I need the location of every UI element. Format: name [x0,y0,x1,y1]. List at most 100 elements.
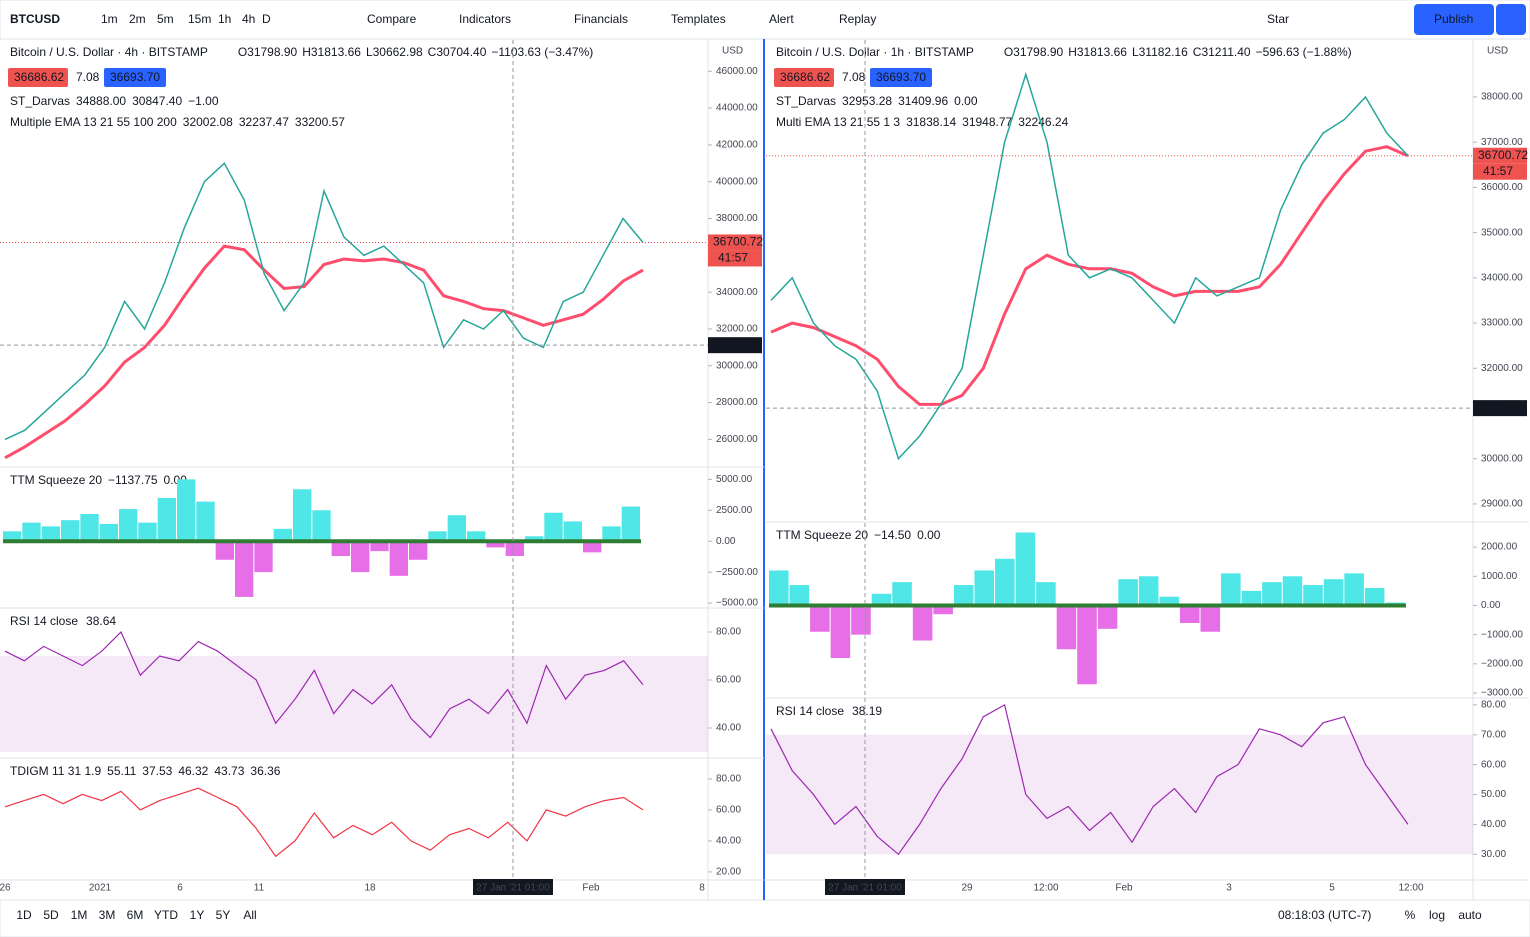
interval[interactable]: D [262,12,271,26]
ohlc-value: C30704.40 [428,45,487,59]
squeeze-bar [810,605,830,632]
squeeze-bar [1077,605,1097,685]
interval[interactable]: 5m [157,12,174,26]
indicator-value: 33200.57 [295,115,345,129]
y-tick-label: 80.00 [716,774,741,785]
toolbar-button[interactable]: Templates [671,12,726,26]
y-tick-label: 40000.00 [716,176,758,187]
indicator-value: 43.73 [214,764,244,778]
chart-title: Bitcoin / U.S. Dollar · 1h · BITSTAMP [776,45,974,59]
y-tick-label: 40.00 [1481,819,1506,830]
y-tick-label: 80.00 [1481,700,1506,711]
stream-button[interactable] [1496,4,1526,35]
y-tick-label: 38000.00 [1481,92,1523,103]
indicator-value: 38.19 [852,704,882,718]
y-tick-label: 35000.00 [1481,227,1523,238]
range-button[interactable]: All [243,908,256,922]
squeeze-bar [196,501,215,542]
squeeze-bar [769,570,789,606]
interval[interactable]: 15m [188,12,211,26]
indicator-name: Multi EMA 13 21 55 1 3 [776,115,900,129]
range-button[interactable]: 3M [99,908,116,922]
toolbar-button[interactable]: Financials [574,12,628,26]
range-button[interactable]: 1Y [190,908,205,922]
ohlc-value: −1103.63 (−3.47%) [491,45,593,59]
indicator-name: ST_Darvas [776,94,836,108]
top-toolbar [0,0,1530,40]
squeeze-bar [370,541,389,552]
y-tick-label: 30000.00 [1481,453,1523,464]
spread: 7.08 [76,70,100,84]
interval[interactable]: 2m [129,12,146,26]
ohlc-value: O31798.90 [238,45,298,59]
ask-price: 36693.70 [876,70,926,84]
crosshair-tag [1473,400,1527,417]
bid-box [774,68,834,87]
squeeze-bar [995,558,1015,606]
indicator-value: −1.00 [188,94,219,108]
last-price-label: 36700.72 [1478,148,1528,162]
squeeze-bar [467,531,486,542]
indicator-value: 31838.14 [906,115,956,129]
squeeze-bar [1364,587,1385,606]
indicator-name: Multiple EMA 13 21 55 100 200 [10,115,177,129]
indicator-value: 31948.77 [962,115,1012,129]
squeeze-bar [912,605,933,641]
squeeze-bar [293,489,312,542]
range-button[interactable]: 1M [71,908,88,922]
y-tick-label: 36000.00 [1481,182,1523,193]
interval[interactable]: 1h [218,12,231,26]
y-tick-label: 42000.00 [716,140,758,151]
squeeze-bar [177,479,196,542]
y-tick-label: 40.00 [716,836,741,847]
squeeze-bar [1241,590,1262,606]
indicator-value: 0.00 [954,94,978,108]
x-tick-label: 6 [177,883,183,894]
indicator-value: 32002.08 [183,115,233,129]
symbol[interactable]: BTCUSD [10,12,60,26]
ask-box [870,68,932,87]
spread: 7.08 [842,70,866,84]
ohlc-value: C31211.40 [1193,45,1251,59]
last-price-label: 36700.72 [713,235,763,249]
x-tick-label: 27 Jan '21 01:00 [828,883,902,894]
scale-option[interactable]: % [1405,908,1416,922]
squeeze-bar [3,531,22,542]
scale-option[interactable]: log [1429,908,1445,922]
indicator-value: 0.00 [917,528,941,542]
ohlc-value: L30662.98 [366,45,423,59]
toolbar-button[interactable]: Indicators [459,12,511,26]
range-button[interactable]: 5D [43,908,59,922]
toolbar-button[interactable]: Replay [839,12,876,26]
publish-button-bg[interactable] [1414,4,1494,35]
range-button[interactable]: 1D [16,908,32,922]
interval[interactable]: 4h [242,12,255,26]
y-tick-label: 60.00 [716,675,741,686]
squeeze-bar [1138,576,1159,606]
x-tick-label: Feb [1115,883,1133,894]
indicator-value: 36.36 [250,764,280,778]
squeeze-bar [933,605,953,615]
scale-option[interactable]: auto [1458,908,1482,922]
y-tick-label: 60.00 [716,805,741,816]
publish-button[interactable]: Publish [1434,12,1473,26]
range-button[interactable]: 6M [127,908,144,922]
toolbar-button[interactable]: Compare [367,12,417,26]
ema-line [4,244,644,460]
squeeze-bar [1344,573,1364,606]
range-button[interactable]: 5Y [216,908,231,922]
y-tick-label: 28000.00 [716,397,758,408]
ohlc-value: H31813.66 [302,45,361,59]
y-tick-label: 2000.00 [1481,542,1518,553]
chart-title: Bitcoin / U.S. Dollar · 4h · BITSTAMP [10,45,208,59]
indicator-value: 55.11 [107,764,136,778]
star-button[interactable]: Star [1267,12,1289,26]
range-button[interactable]: YTD [154,908,178,922]
interval[interactable]: 1m [101,12,118,26]
x-tick-label: 27 Jan '21 01:00 [476,883,550,894]
squeeze-bar [505,541,524,557]
x-tick-label: 12:00 [1398,883,1423,894]
toolbar-button[interactable]: Alert [769,12,794,26]
crosshair-label: 31118.48 [1478,400,1527,414]
